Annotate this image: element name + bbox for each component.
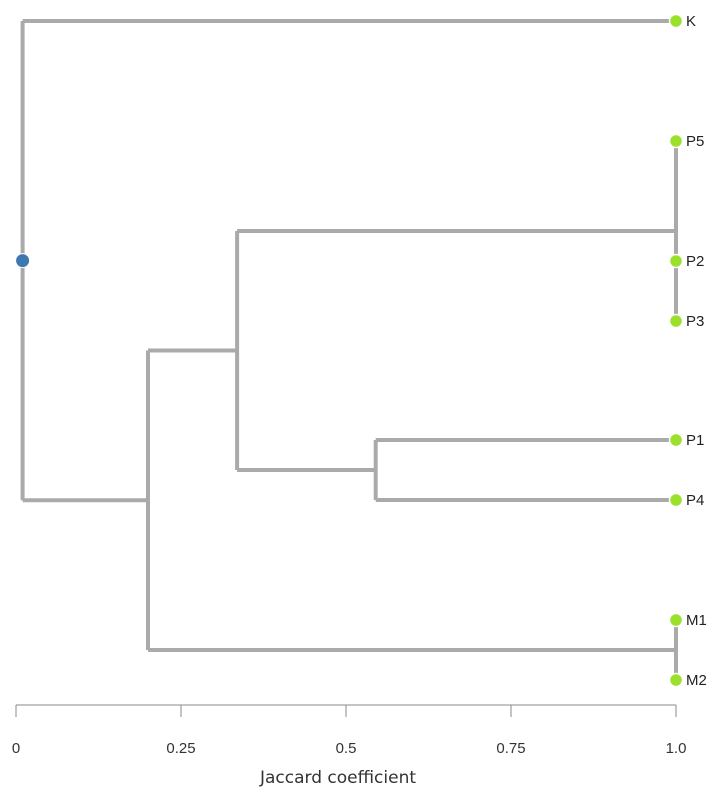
leaf-node-p1[interactable] xyxy=(668,432,684,448)
x-axis-title: Jaccard coefficient xyxy=(259,768,416,788)
leaf-label-p3: P3 xyxy=(686,313,704,330)
leaf-label-p1: P1 xyxy=(686,432,704,449)
dendrogram-nodes: K P5 P2 P3 P1 P4 M1 M2 xyxy=(15,13,707,689)
leaf-label-k: K xyxy=(686,13,696,30)
x-tick-label: 0.75 xyxy=(496,740,525,757)
leaf-label-p2: P2 xyxy=(686,253,704,270)
root-node[interactable] xyxy=(15,253,31,269)
leaf-label-m1: M1 xyxy=(686,612,707,629)
leaf-label-p5: P5 xyxy=(686,133,704,150)
leaf-node-p3[interactable] xyxy=(668,313,684,329)
leaf-node-k[interactable] xyxy=(668,13,684,29)
leaf-label-m2: M2 xyxy=(686,672,707,689)
x-tick-label: 0.25 xyxy=(166,740,195,757)
leaf-node-m1[interactable] xyxy=(668,612,684,628)
x-tick-label: 0 xyxy=(12,740,20,757)
x-tick-label: 1.0 xyxy=(666,740,687,757)
x-tick-label: 0.5 xyxy=(336,740,357,757)
leaf-node-m2[interactable] xyxy=(668,672,684,688)
x-axis-ticks: 0 0.25 0.5 0.75 1.0 xyxy=(12,705,687,757)
leaf-node-p5[interactable] xyxy=(668,133,684,149)
dendrogram-links xyxy=(20,19,678,680)
leaf-node-p4[interactable] xyxy=(668,492,684,508)
leaf-node-p2[interactable] xyxy=(668,253,684,269)
leaf-label-p4: P4 xyxy=(686,492,704,509)
x-axis: 0 0.25 0.5 0.75 1.0 Jaccard coefficient xyxy=(12,704,687,788)
